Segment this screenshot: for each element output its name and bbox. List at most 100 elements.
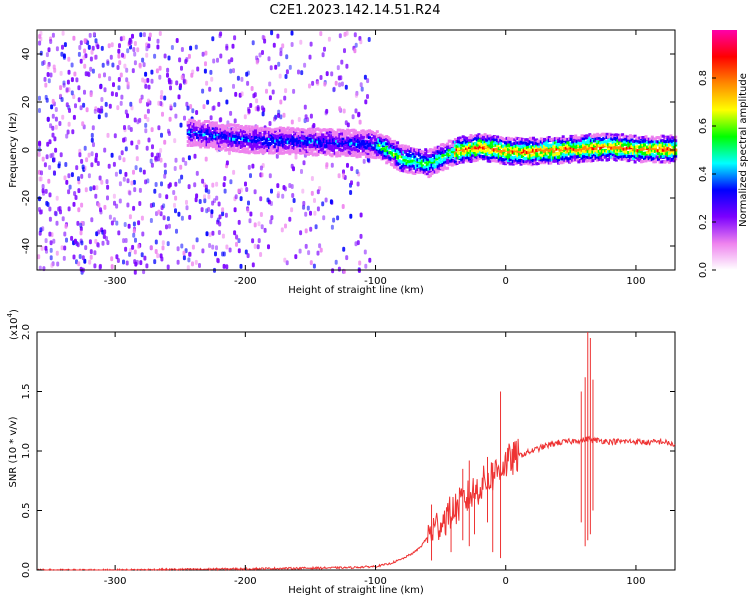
spectrogram-ridge-cell (521, 150, 525, 154)
spectrogram-ridge-cell (419, 156, 423, 160)
spectrogram-ridge-cell (491, 153, 495, 157)
spectrogram-cell (155, 68, 159, 74)
spectrogram-ridge-cell (271, 128, 275, 132)
spectrogram-cell (172, 190, 176, 195)
snr-exponent-label: (x104) (6, 309, 20, 340)
spectrogram-ridge-cell (566, 157, 570, 161)
spectrogram-ridge-cell (291, 130, 295, 134)
spectrogram-ridge-cell (250, 134, 254, 138)
spectrogram-cell (44, 245, 48, 251)
spectrogram-cell (157, 100, 161, 106)
spectrogram-ridge-cell (557, 152, 560, 156)
spectrogram-ridge-cell (233, 134, 237, 138)
spectrogram-cell (165, 224, 168, 230)
spectrogram-cell (303, 104, 307, 110)
spectrogram-cell (59, 70, 63, 76)
spectrogram-ridge-cell (564, 150, 568, 154)
spectrogram-ridge-cell (336, 128, 340, 132)
spectrogram-ridge-cell (274, 130, 278, 133)
spectrogram-ridge-cell (469, 145, 473, 149)
spectrogram-cell (235, 241, 238, 247)
spectrogram-ridge-cell (261, 128, 265, 132)
spectrogram-cell (62, 82, 66, 88)
spectrogram-ridge-cell (191, 133, 195, 137)
spectrogram-ridge-cell (483, 155, 487, 159)
spectrogram-ridge-cell (278, 134, 282, 137)
spectrogram-cell (359, 39, 363, 45)
spectrogram-cell (310, 190, 314, 196)
spectrogram-ridge-cell (307, 145, 310, 149)
spectrogram-ridge-cell (294, 151, 298, 155)
spectrogram-ridge-cell (616, 153, 620, 156)
spectrogram-ridge-cell (536, 144, 540, 148)
spectrogram-cell (47, 178, 51, 184)
spectrogram-ridge-cell (566, 159, 570, 163)
spectrogram-cell (75, 77, 79, 83)
spectrogram-cell (81, 255, 85, 261)
spectrogram-cell (51, 32, 55, 38)
spectrogram-cell (47, 78, 51, 84)
spectrogram-ridge-cell (549, 137, 553, 141)
spectrogram-ridge-cell (416, 168, 420, 171)
spectrogram-ridge-cell (664, 136, 668, 140)
spectrogram-ridge-cell (564, 137, 568, 141)
spectrogram-ridge-cell (569, 159, 573, 163)
spectrogram-ridge-cell (436, 155, 440, 159)
spectrogram-ridge-cell (538, 152, 542, 156)
spectrogram-ridge-cell (286, 140, 290, 144)
spectrogram-ridge-cell (353, 152, 357, 156)
spectrogram-cell (96, 161, 100, 166)
spectrogram-ridge-cell (424, 168, 428, 172)
spectrogram-cell (163, 162, 167, 168)
spectrogram-cell (103, 229, 107, 235)
spectrogram-cell (146, 117, 150, 122)
spectrogram-cell (134, 261, 138, 267)
spectrogram-ridge-cell (403, 155, 407, 159)
spectrogram-ridge-cell (363, 152, 367, 156)
spectrogram-cell (174, 157, 178, 163)
spectrogram-cell (67, 69, 71, 75)
spectrogram-cell (52, 157, 56, 163)
spectrogram-cell (49, 255, 53, 261)
spectrogram-cell (203, 68, 207, 74)
spectrogram-ridge-cell (649, 143, 653, 147)
spectrogram-ridge-cell (611, 141, 615, 145)
spectrogram-cell (92, 142, 95, 148)
spectrogram-ridge-cell (557, 161, 560, 165)
spectrogram-ridge-cell (549, 161, 553, 165)
spectrogram-ridge-cell (269, 146, 273, 150)
spectrogram-ridge-cell (433, 151, 437, 155)
spectrogram-cell (54, 147, 58, 153)
spectrogram-ridge-cell (313, 147, 317, 151)
spectrogram-ridge-cell (583, 150, 587, 154)
spectrogram-ridge-cell (664, 159, 668, 163)
spectrogram-ridge-cell (432, 153, 435, 157)
spectrogram-ridge-cell (524, 138, 528, 142)
spectrogram-ridge-cell (338, 154, 342, 158)
spectrogram-ridge-cell (418, 159, 421, 162)
spectrogram-cell (68, 108, 71, 113)
spectrogram-ridge-cell (325, 128, 329, 132)
spectrogram-cell (345, 255, 349, 261)
spectrogram-cell (368, 257, 372, 263)
spectrogram-ridge-cell (225, 143, 229, 146)
spectrogram-ridge-cell (328, 153, 332, 157)
spectrogram-ridge-cell (539, 161, 543, 165)
spectrogram-cell (138, 98, 142, 104)
spectrogram-cell (174, 113, 178, 119)
spectrogram-ridge-cell (449, 156, 453, 160)
spectrogram-cell (159, 211, 163, 217)
spectrogram-cell (342, 246, 346, 252)
spectrogram-ridge-cell (611, 156, 615, 160)
spectrogram-cell (166, 216, 170, 222)
spectrogram-cell (132, 221, 136, 227)
spectrogram-ridge-cell (257, 131, 260, 135)
spectrogram-ridge-cell (241, 149, 245, 153)
spectrogram-cell (344, 84, 348, 90)
spectrogram-ridge-cell (391, 146, 395, 149)
spectrogram-ridge-cell (221, 123, 225, 127)
spectrogram-cell (117, 77, 121, 82)
spectrogram-cell (133, 41, 137, 46)
spectrogram-ridge-cell (363, 148, 367, 152)
spectrogram-cell (325, 162, 329, 168)
